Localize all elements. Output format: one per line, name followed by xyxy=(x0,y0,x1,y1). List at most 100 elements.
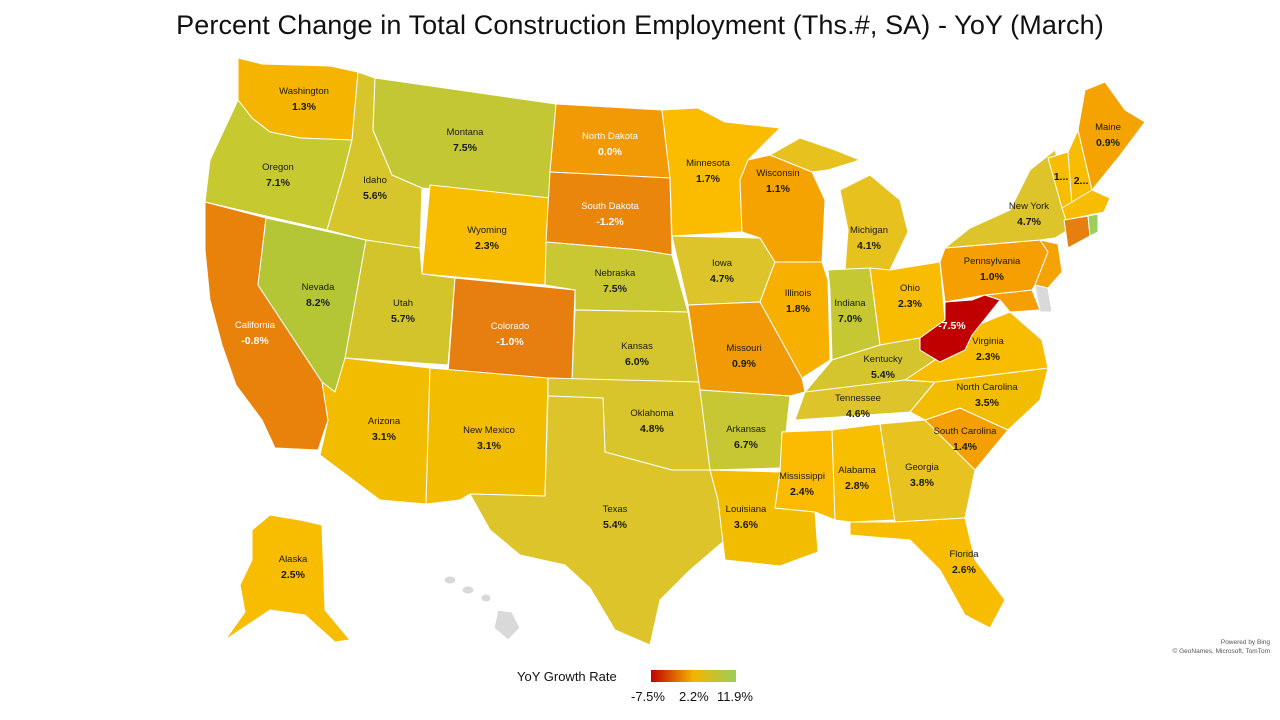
state-south-dakota[interactable] xyxy=(545,171,673,256)
state-value-kentucky: 5.4% xyxy=(871,369,896,381)
state-michigan[interactable] xyxy=(839,174,909,271)
state-value-west-virginia: -7.5% xyxy=(938,320,966,332)
state-name-north-carolina: North Carolina xyxy=(956,382,1018,393)
state-iowa[interactable] xyxy=(671,235,776,306)
map-sources-label: © GeoNames, Microsoft, TomTom xyxy=(1172,648,1271,655)
state-name-idaho: Idaho xyxy=(363,175,387,186)
legend-max-label: 11.9% xyxy=(717,689,753,704)
state-value-nevada: 8.2% xyxy=(306,297,331,309)
state-value-kansas: 6.0% xyxy=(625,356,650,368)
state-name-colorado: Colorado xyxy=(491,321,530,332)
state-value-michigan: 4.1% xyxy=(857,240,882,252)
state-georgia[interactable] xyxy=(879,419,976,523)
state-illinois[interactable] xyxy=(759,261,831,379)
state-name-georgia: Georgia xyxy=(905,462,940,473)
state-name-nevada: Nevada xyxy=(302,282,335,293)
state-value-oregon: 7.1% xyxy=(266,177,291,189)
state-name-wyoming: Wyoming xyxy=(467,225,507,236)
state-connecticut[interactable] xyxy=(1063,215,1091,249)
state-name-north-dakota: North Dakota xyxy=(582,131,639,142)
map-credit: Powered by Bing © GeoNames, Microsoft, T… xyxy=(1173,638,1271,656)
state-name-nebraska: Nebraska xyxy=(595,268,636,279)
state-value-new-hampshire: 2... xyxy=(1074,175,1089,187)
state-name-kentucky: Kentucky xyxy=(863,354,902,365)
state-value-montana: 7.5% xyxy=(453,142,478,154)
map-title: Percent Change in Total Construction Emp… xyxy=(176,10,1104,40)
state-hawaii-1 xyxy=(443,575,457,585)
state-value-georgia: 3.8% xyxy=(910,477,935,489)
state-name-oklahoma: Oklahoma xyxy=(630,408,674,419)
state-value-nebraska: 7.5% xyxy=(603,283,628,295)
state-name-tennessee: Tennessee xyxy=(835,393,881,404)
state-value-florida: 2.6% xyxy=(952,564,977,576)
state-rhode-island[interactable] xyxy=(1087,213,1099,237)
state-name-california: California xyxy=(235,320,276,331)
state-name-indiana: Indiana xyxy=(834,298,866,309)
state-name-virginia: Virginia xyxy=(972,336,1004,347)
state-value-new-york: 4.7% xyxy=(1017,216,1042,228)
state-name-arizona: Arizona xyxy=(368,416,401,427)
state-name-maine: Maine xyxy=(1095,122,1121,133)
state-name-ohio: Ohio xyxy=(900,283,920,294)
state-value-oklahoma: 4.8% xyxy=(640,423,665,435)
state-value-washington: 1.3% xyxy=(292,101,317,113)
state-value-minnesota: 1.7% xyxy=(696,173,721,185)
state-value-louisiana: 3.6% xyxy=(734,519,759,531)
state-new-jersey[interactable] xyxy=(1034,239,1063,289)
state-value-vermont: 1... xyxy=(1054,171,1069,183)
state-name-alaska: Alaska xyxy=(279,554,308,565)
state-value-colorado: -1.0% xyxy=(496,336,524,348)
state-value-arizona: 3.1% xyxy=(372,431,397,443)
state-name-washington: Washington xyxy=(279,86,329,97)
state-value-north-carolina: 3.5% xyxy=(975,397,1000,409)
state-maine[interactable] xyxy=(1077,81,1146,191)
state-value-virginia: 2.3% xyxy=(976,351,1001,363)
state-name-iowa: Iowa xyxy=(712,258,733,269)
state-value-alaska: 2.5% xyxy=(281,569,306,581)
state-value-south-carolina: 1.4% xyxy=(953,441,978,453)
state-value-pennsylvania: 1.0% xyxy=(980,271,1005,283)
state-name-new-mexico: New Mexico xyxy=(463,425,515,436)
state-value-wyoming: 2.3% xyxy=(475,240,500,252)
state-new-mexico[interactable] xyxy=(425,367,549,505)
legend-min-label: -7.5% xyxy=(631,689,665,704)
state-michigan-up[interactable] xyxy=(769,137,861,173)
state-name-minnesota: Minnesota xyxy=(686,158,731,169)
state-value-alabama: 2.8% xyxy=(845,480,870,492)
state-value-iowa: 4.7% xyxy=(710,273,735,285)
state-name-oregon: Oregon xyxy=(262,162,294,173)
state-name-kansas: Kansas xyxy=(621,341,653,352)
state-hawaii-big xyxy=(493,609,521,641)
state-alaska[interactable] xyxy=(224,514,351,643)
state-value-california: -0.8% xyxy=(241,335,269,347)
state-value-south-dakota: -1.2% xyxy=(596,216,624,228)
state-value-illinois: 1.8% xyxy=(786,303,811,315)
state-massachusetts[interactable] xyxy=(1061,189,1111,221)
state-name-arkansas: Arkansas xyxy=(726,424,766,435)
state-name-texas: Texas xyxy=(603,504,628,515)
state-value-texas: 5.4% xyxy=(603,519,628,531)
state-name-louisiana: Louisiana xyxy=(726,504,767,515)
state-name-missouri: Missouri xyxy=(726,343,761,354)
state-name-illinois: Illinois xyxy=(785,288,812,299)
state-value-arkansas: 6.7% xyxy=(734,439,759,451)
state-value-utah: 5.7% xyxy=(391,313,416,325)
state-value-mississippi: 2.4% xyxy=(790,486,815,498)
state-value-ohio: 2.3% xyxy=(898,298,923,310)
state-hawaii-2 xyxy=(461,585,475,595)
state-value-new-mexico: 3.1% xyxy=(477,440,502,452)
state-alabama[interactable] xyxy=(831,423,896,523)
legend-title: YoY Growth Rate xyxy=(517,669,617,684)
state-value-tennessee: 4.6% xyxy=(846,408,871,420)
state-name-alabama: Alabama xyxy=(838,465,876,476)
legend-color-bar xyxy=(651,670,736,682)
state-name-montana: Montana xyxy=(447,127,485,138)
state-name-michigan: Michigan xyxy=(850,225,888,236)
state-name-south-dakota: South Dakota xyxy=(581,201,639,212)
state-name-new-york: New York xyxy=(1009,201,1049,212)
state-texas[interactable] xyxy=(469,395,726,646)
state-florida[interactable] xyxy=(849,517,1006,629)
state-value-north-dakota: 0.0% xyxy=(598,146,623,158)
powered-by-label: Powered by Bing xyxy=(1220,639,1270,646)
